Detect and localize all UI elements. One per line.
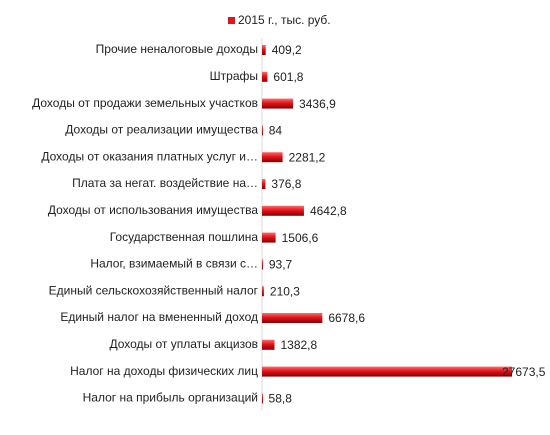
bar	[262, 313, 323, 323]
category-label: Доходы от реализации имущества	[65, 123, 258, 137]
bar	[262, 98, 294, 109]
category-label: Единый налог на вмененный доход	[60, 310, 258, 324]
category-label: Доходы от продажи земельных участков	[32, 96, 258, 110]
value-label: 1382,8	[280, 338, 317, 352]
category-label: Налог, взимаемый в связи с…	[90, 257, 258, 271]
category-label: Штрафы	[210, 69, 258, 83]
bar	[262, 259, 263, 270]
value-label: 409,2	[272, 43, 302, 57]
category-label: Прочие неналоговые доходы	[96, 42, 258, 56]
value-label: 4642,8	[310, 204, 347, 218]
category-label: Налог на прибыль организаций	[83, 391, 258, 405]
category-label: Доходы от использования имущества	[48, 203, 258, 217]
value-label: 210,3	[270, 284, 300, 298]
value-label: 58,8	[269, 392, 293, 406]
bar	[262, 71, 268, 82]
bar	[262, 286, 264, 297]
bar	[262, 339, 275, 350]
bar	[262, 205, 304, 216]
category-label: Доходы от оказания платных услуг и…	[41, 149, 258, 163]
legend-swatch	[228, 17, 235, 24]
category-label: Государственная пошлина	[110, 230, 259, 244]
legend-label: 2015 г., тыс. руб.	[238, 13, 331, 27]
value-label: 601,8	[273, 70, 303, 84]
bar	[262, 366, 512, 377]
value-label: 376,8	[271, 177, 301, 191]
bar	[262, 179, 266, 189]
value-label: 27673,5	[502, 365, 546, 379]
category-label: Плата за негат. воздействие на…	[72, 176, 258, 190]
category-label: Доходы от уплаты акцизов	[109, 337, 258, 351]
value-label: 84	[269, 124, 283, 138]
category-label: Налог на доходы физических лиц	[70, 364, 258, 378]
bar	[262, 232, 276, 243]
bar	[262, 152, 283, 163]
bar	[262, 125, 263, 136]
category-label: Единый сельскохозяйственный налог	[49, 283, 259, 297]
value-label: 3436,9	[299, 97, 336, 111]
bar	[262, 45, 266, 55]
value-label: 1506,6	[282, 231, 319, 245]
bar	[262, 393, 263, 404]
value-label: 2281,2	[289, 150, 326, 164]
value-label: 93,7	[269, 258, 293, 272]
value-label: 6678,6	[328, 311, 365, 325]
